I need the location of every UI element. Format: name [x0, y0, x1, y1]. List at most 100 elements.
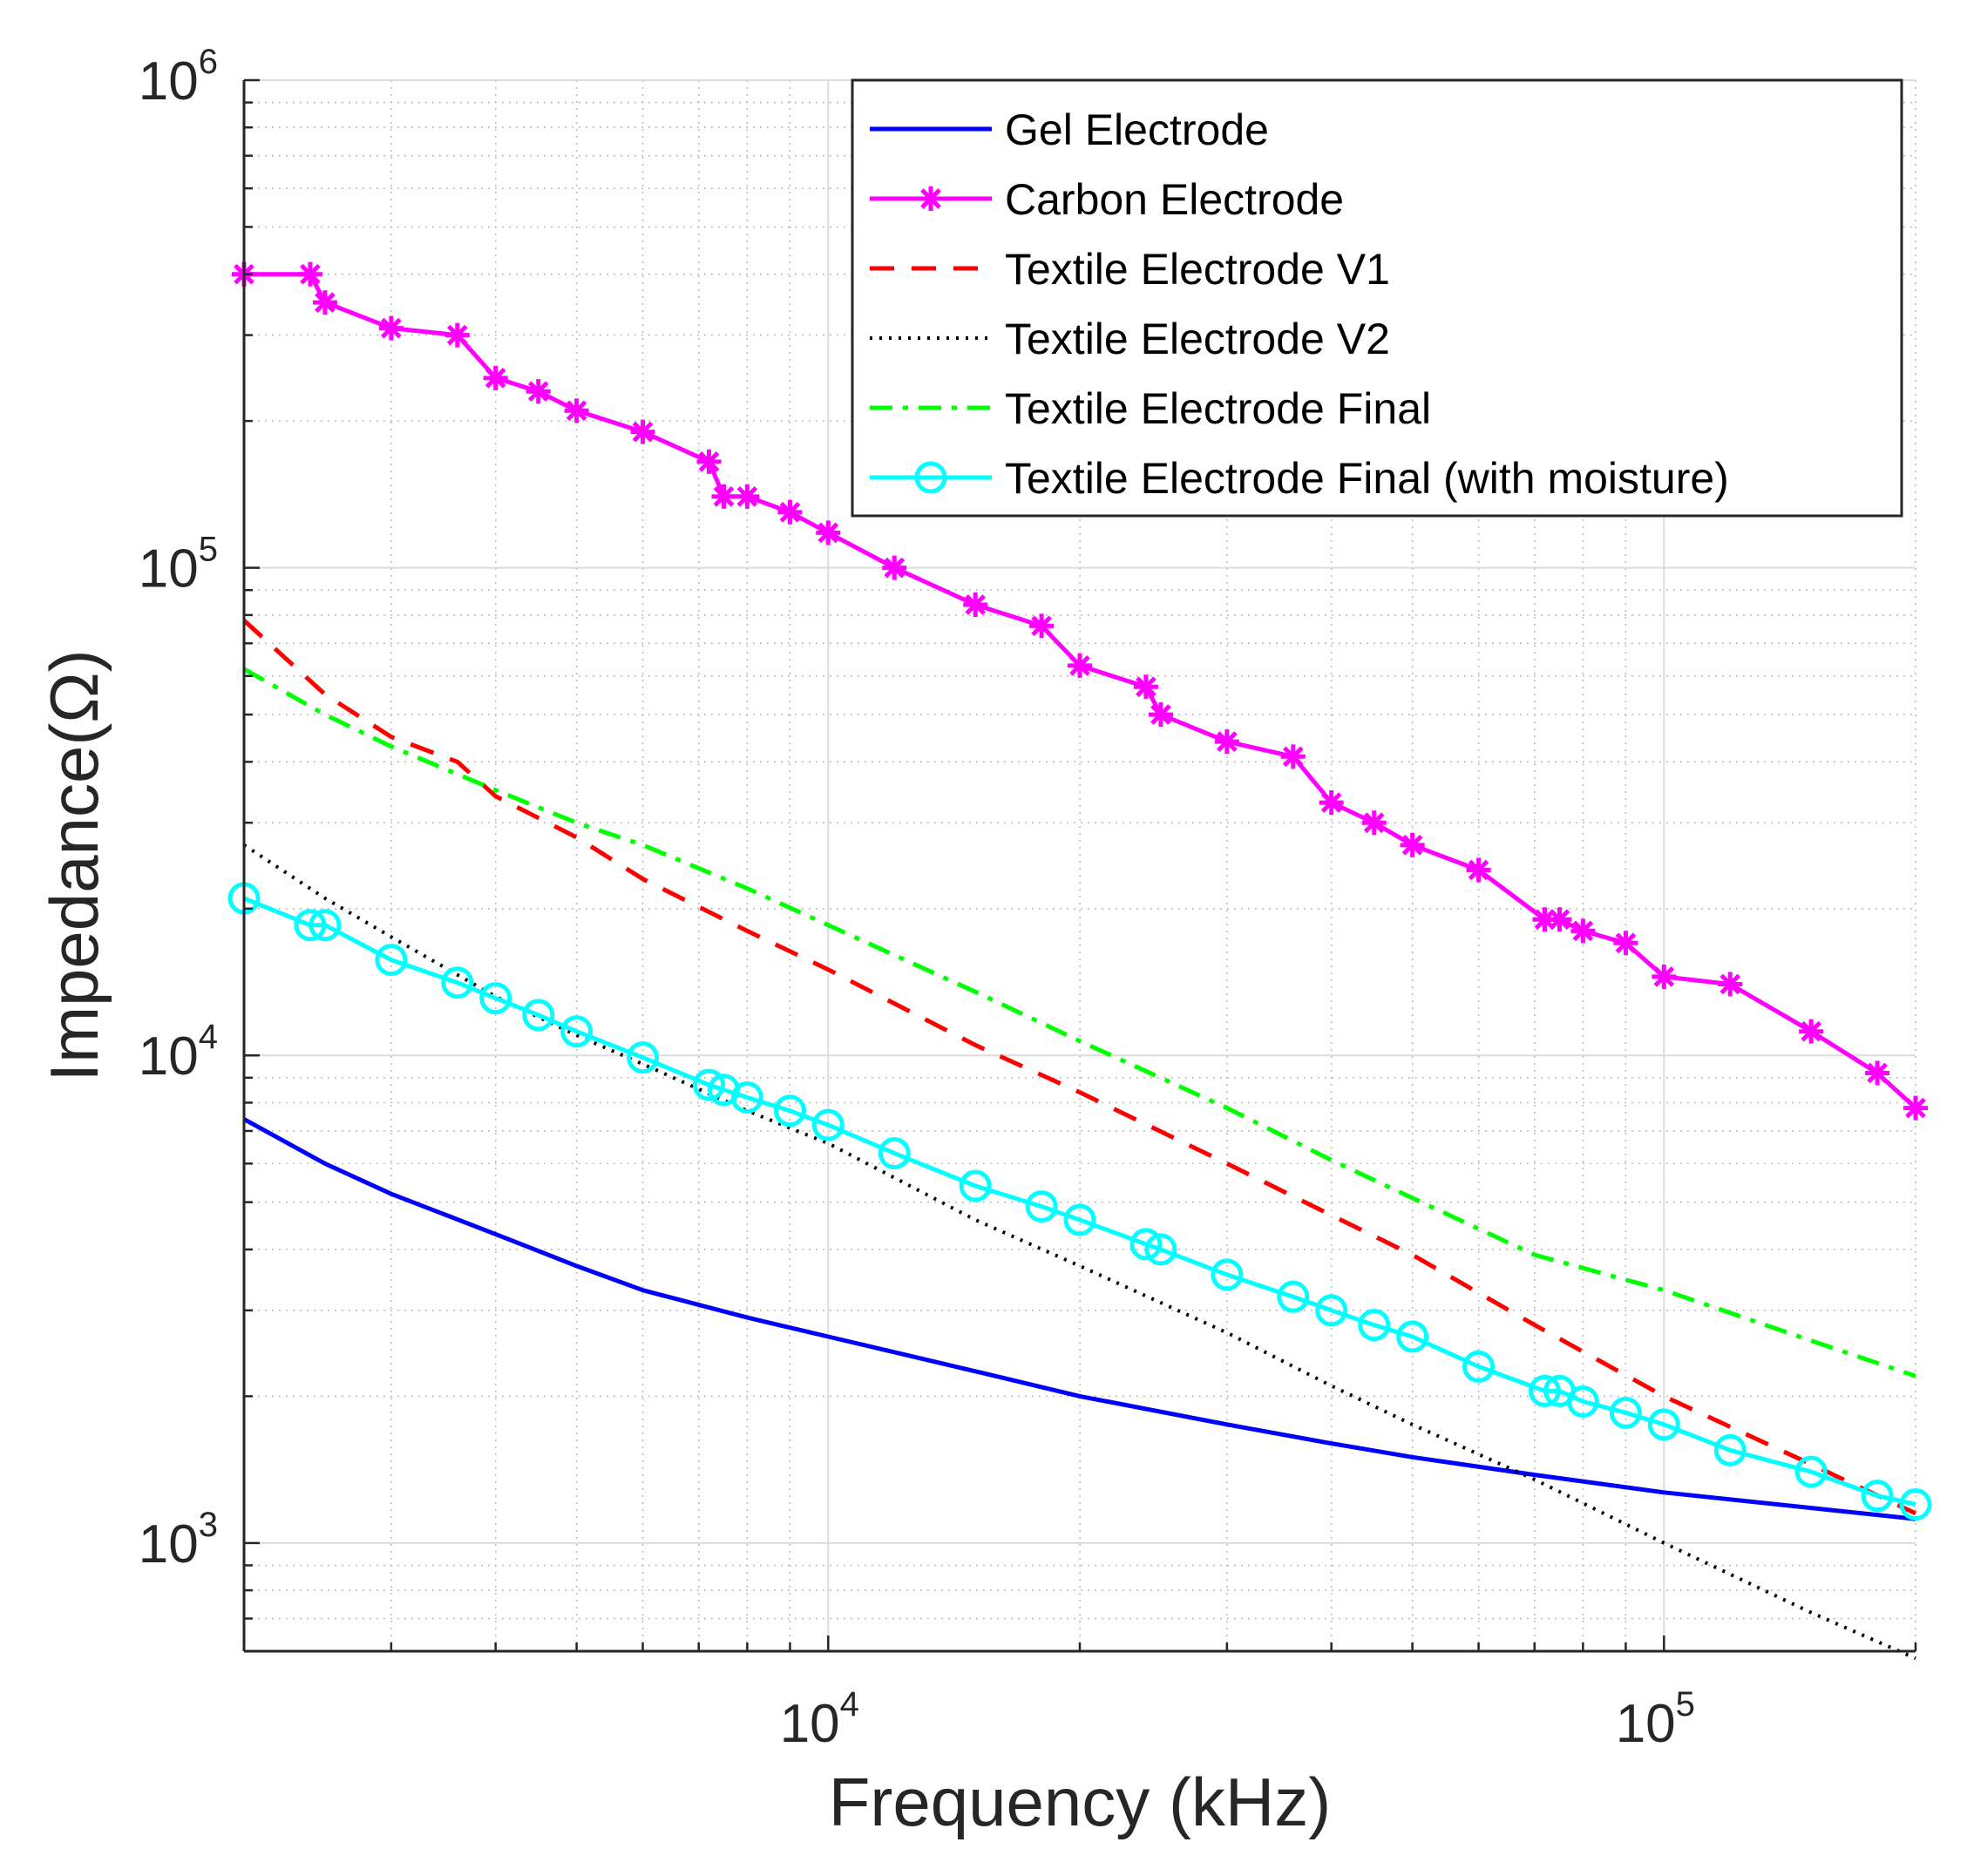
legend-box: [851, 78, 1903, 518]
star-arm: [1069, 655, 1090, 676]
series-line-textile-electrode-v1: [242, 619, 1917, 1516]
data-point-carbon-electrode: [696, 449, 722, 474]
series-textile-electrode-v1: [242, 619, 1917, 1516]
legend-item-carbon-electrode: Carbon Electrode: [870, 175, 1344, 224]
data-point-carbon-electrode: [564, 398, 589, 423]
data-point-textile-electrode-final-with-moisture: [1899, 1488, 1932, 1521]
star-arm: [1719, 973, 1741, 995]
star-arm: [1363, 812, 1385, 834]
data-point-textile-electrode-final-with-moisture: [522, 999, 555, 1032]
legend-label-textile-electrode-final: Textile Electrode Final: [1005, 384, 1431, 433]
data-point-textile-electrode-final-with-moisture: [1315, 1294, 1348, 1327]
data-point-textile-electrode-final-with-moisture: [811, 1108, 844, 1141]
legend-item-textile-electrode-final: Textile Electrode Final: [870, 384, 1431, 433]
data-point-carbon-electrode: [312, 290, 337, 315]
data-point-carbon-electrode: [1361, 810, 1387, 836]
legend-marker-textile-electrode-final-with-moisture: [914, 461, 947, 494]
star-arm: [1217, 731, 1238, 752]
star-arm: [566, 400, 587, 422]
data-point-carbon-electrode: [1133, 674, 1158, 700]
series-textile-electrode-final-with-moisture: [227, 882, 1932, 1521]
data-point-textile-electrode-final-with-moisture: [479, 982, 512, 1015]
data-point-carbon-electrode: [483, 365, 508, 390]
data-point-textile-electrode-final-with-moisture: [309, 909, 342, 942]
data-point-carbon-electrode: [963, 592, 988, 617]
data-point-textile-electrode-final-with-moisture: [1277, 1280, 1310, 1313]
data-point-carbon-electrode: [1799, 1019, 1824, 1044]
data-point-textile-electrode-final-with-moisture: [1462, 1350, 1496, 1383]
star-arm: [485, 367, 506, 389]
series-line-textile-electrode-final: [242, 667, 1916, 1378]
y-tick-label: 106: [139, 43, 218, 112]
star-arm: [1615, 932, 1637, 954]
star-arm: [446, 324, 468, 346]
data-point-textile-electrode-final-with-moisture: [773, 1094, 806, 1128]
legend-label-textile-electrode-v1: Textile Electrode V1: [1005, 245, 1390, 294]
data-point-textile-electrode-final-with-moisture: [1528, 1374, 1561, 1407]
data-point-carbon-electrode: [444, 322, 470, 348]
star-arm: [920, 188, 941, 209]
y-axis-title: Impedance(Ω): [36, 649, 112, 1081]
legend-marker-carbon-electrode: [919, 186, 943, 211]
data-point-textile-electrode-final-with-moisture: [1211, 1258, 1244, 1291]
series-group: [227, 261, 1932, 1661]
series-gel-electrode: [242, 1117, 1916, 1521]
star-arm: [779, 502, 801, 523]
data-point-carbon-electrode: [1029, 613, 1055, 639]
star-arm: [1534, 909, 1556, 931]
data-point-textile-electrode-final-with-moisture: [627, 1041, 660, 1074]
legend-item-textile-electrode-v2: Textile Electrode V2: [870, 315, 1390, 363]
legend-item-gel-electrode: Gel Electrode: [870, 105, 1269, 154]
data-point-carbon-electrode: [882, 555, 907, 580]
legend-item-textile-electrode-final-with-moisture: Textile Electrode Final (with moisture): [870, 454, 1729, 503]
data-point-carbon-electrode: [630, 419, 655, 444]
star-arm: [315, 292, 336, 313]
data-point-carbon-electrode: [1613, 931, 1638, 956]
data-point-carbon-electrode: [1148, 702, 1173, 728]
data-point-textile-electrode-final-with-moisture: [375, 944, 408, 977]
star-arm: [817, 522, 839, 544]
data-point-carbon-electrode: [526, 379, 551, 404]
x-tick-label: 104: [780, 1685, 859, 1754]
data-point-carbon-electrode: [1718, 972, 1743, 997]
data-point-carbon-electrode: [1319, 790, 1344, 816]
star-arm: [713, 485, 735, 507]
star-arm: [1468, 859, 1489, 881]
data-point-textile-electrode-final-with-moisture: [1144, 1233, 1177, 1266]
legend-label-gel-electrode: Gel Electrode: [1005, 105, 1269, 154]
y-tick-label: 103: [139, 1506, 218, 1575]
star-arm: [884, 557, 905, 579]
data-point-textile-electrode-final-with-moisture: [1861, 1480, 1894, 1513]
data-point-carbon-electrode: [1400, 832, 1425, 857]
series-line-gel-electrode: [242, 1117, 1916, 1521]
data-point-carbon-electrode: [816, 520, 841, 545]
data-point-textile-electrode-final-with-moisture: [1713, 1433, 1747, 1466]
star-arm: [381, 317, 402, 339]
data-point-carbon-electrode: [1652, 964, 1677, 989]
data-point-carbon-electrode: [1214, 729, 1239, 755]
data-point-textile-electrode-final-with-moisture: [878, 1137, 911, 1170]
data-point-textile-electrode-final-with-moisture: [959, 1169, 992, 1202]
data-point-carbon-electrode: [1570, 918, 1596, 944]
data-point-textile-electrode-final-with-moisture: [1609, 1396, 1642, 1429]
data-point-carbon-electrode: [1865, 1060, 1890, 1086]
star-arm: [632, 421, 654, 443]
data-point-textile-electrode-final-with-moisture: [1063, 1203, 1096, 1236]
star-arm: [527, 381, 549, 403]
star-arm: [1320, 792, 1342, 813]
data-point-textile-electrode-final-with-moisture: [1025, 1190, 1058, 1223]
data-point-textile-electrode-final-with-moisture: [560, 1015, 593, 1048]
data-point-textile-electrode-final-with-moisture: [441, 966, 474, 999]
star-arm: [1136, 676, 1156, 698]
data-point-textile-electrode-final-with-moisture: [1358, 1309, 1391, 1342]
legend-item-textile-electrode-v1: Textile Electrode V1: [870, 245, 1390, 294]
data-point-textile-electrode-final-with-moisture: [1647, 1408, 1680, 1441]
star-arm: [1867, 1062, 1888, 1084]
data-point-textile-electrode-final-with-moisture: [692, 1068, 725, 1101]
x-tick-label: 105: [1616, 1685, 1695, 1754]
star-arm: [1549, 909, 1570, 931]
star-arm: [1401, 834, 1423, 856]
data-point-carbon-electrode: [1068, 653, 1092, 678]
series-line-textile-electrode-v2: [242, 843, 1916, 1661]
